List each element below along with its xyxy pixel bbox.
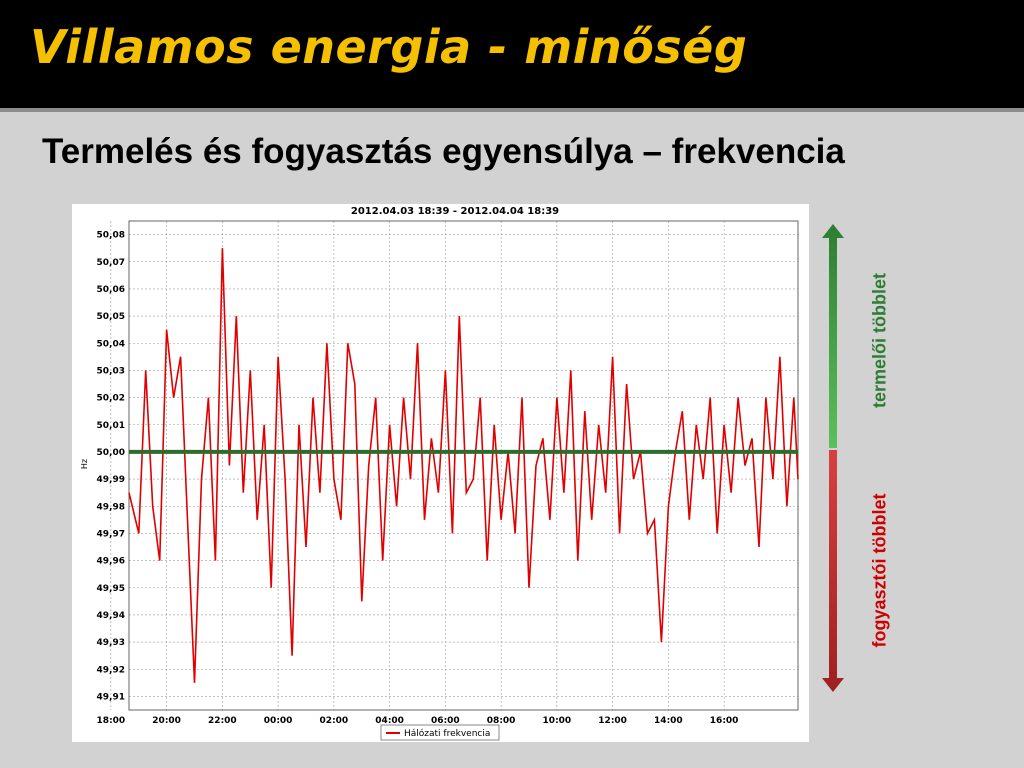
down-arrow-icon xyxy=(822,450,844,692)
frequency-chart: 2012.04.03 18:39 - 2012.04.04 18:39 Hz 5… xyxy=(72,204,809,742)
x-tick-label: 06:00 xyxy=(431,716,460,726)
y-tick-label: 49,92 xyxy=(97,665,125,675)
y-tick-label: 50,01 xyxy=(97,421,125,431)
y-tick-label: 50,08 xyxy=(97,231,125,241)
y-tick-label: 49,97 xyxy=(97,529,125,539)
y-tick-label: 50,00 xyxy=(97,448,125,458)
y-axis-label: Hz xyxy=(80,459,89,469)
production-surplus-label: termelői többlet xyxy=(869,273,890,409)
title-bar: Villamos energia - minőség xyxy=(0,0,1024,108)
y-tick-label: 49,98 xyxy=(97,502,125,512)
x-tick-label: 22:00 xyxy=(208,716,237,726)
x-tick-label: 14:00 xyxy=(654,716,683,726)
x-tick-label: 18:00 xyxy=(97,716,126,726)
x-tick-label: 10:00 xyxy=(543,716,572,726)
y-tick-label: 50,03 xyxy=(97,366,125,376)
y-tick-label: 50,06 xyxy=(97,285,125,295)
y-tick-label: 49,94 xyxy=(97,611,125,621)
legend-label: Hálózati frekvencia xyxy=(404,728,490,739)
chart-title: 2012.04.03 18:39 - 2012.04.04 18:39 xyxy=(351,206,559,217)
y-tick-label: 49,95 xyxy=(97,584,125,594)
balance-arrow xyxy=(822,224,844,692)
y-tick-label: 50,07 xyxy=(97,258,125,268)
y-tick-label: 49,93 xyxy=(97,638,125,648)
y-tick-label: 49,91 xyxy=(97,692,125,702)
y-tick-label: 49,96 xyxy=(97,557,125,567)
grid-lines xyxy=(110,221,798,710)
y-tick-label: 49,99 xyxy=(97,475,125,485)
y-tick-label: 50,02 xyxy=(97,394,125,404)
x-tick-label: 16:00 xyxy=(710,716,739,726)
y-axis-ticks: 50,08 50,07 50,06 50,05 50,04 50,03 50,02 50,01… xyxy=(97,231,125,703)
series-line-halozati-frekvencia xyxy=(128,248,799,683)
x-tick-label: 12:00 xyxy=(598,716,627,726)
chart-svg: 2012.04.03 18:39 - 2012.04.04 18:39 Hz 5… xyxy=(80,206,799,741)
y-tick-label: 50,05 xyxy=(97,312,125,322)
x-tick-label: 02:00 xyxy=(320,716,349,726)
x-axis-ticks: 20:00 22:00 00:00 02:00 04:00 06:00 08:00 10:00… xyxy=(97,716,739,726)
up-arrow-icon xyxy=(822,224,844,448)
consumption-surplus-label: fogyasztói többlet xyxy=(869,493,890,648)
legend-box xyxy=(380,724,500,741)
title-divider xyxy=(0,108,1024,112)
slide-subtitle: Termelés és fogyasztás egyensúlya – frek… xyxy=(42,132,845,171)
x-tick-label: 08:00 xyxy=(487,716,516,726)
y-tick-label: 50,04 xyxy=(97,339,125,349)
slide-title: Villamos energia - minőség xyxy=(30,20,748,74)
x-tick-label: 20:00 xyxy=(152,716,181,726)
x-tick-label: 00:00 xyxy=(264,716,293,726)
legend: Hálózati frekvencia xyxy=(380,724,500,741)
x-tick-label: 04:00 xyxy=(375,716,404,726)
